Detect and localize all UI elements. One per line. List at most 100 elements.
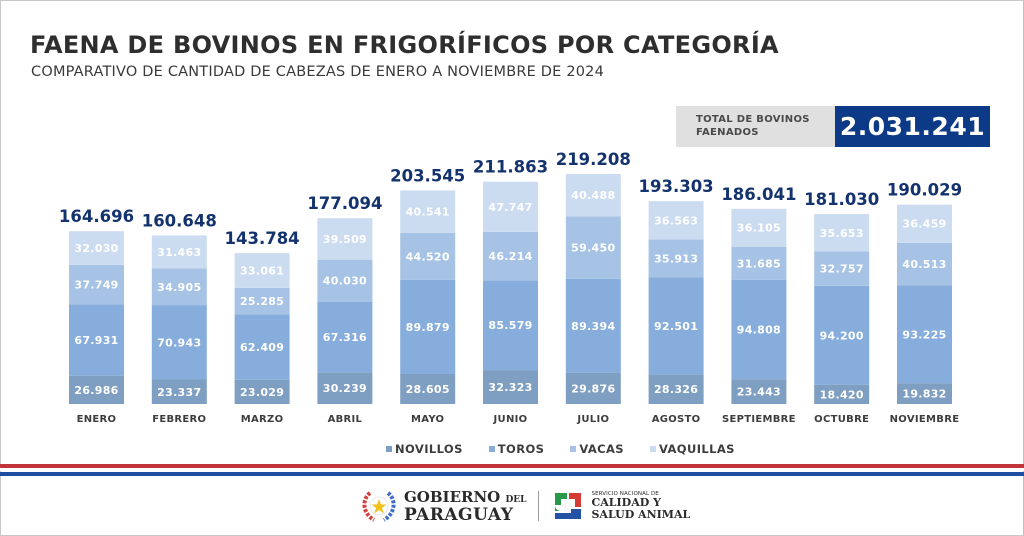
bar-group-enero: 26.986 67.931 37.749 32.030 164.696 ENERO — [59, 207, 134, 425]
segment-value-label-vacas: 59.450 — [571, 242, 615, 255]
segment-value-label-vacas: 31.685 — [737, 257, 781, 270]
segment-value-label-vacas: 46.214 — [488, 250, 532, 263]
legend-item-vacas: VACAS — [570, 442, 624, 456]
flag-stripe-white — [0, 468, 1024, 471]
segment-value-label-vacas: 40.030 — [323, 275, 367, 288]
segment-value-label-vaquillas: 40.488 — [571, 189, 615, 202]
bar-segment-novillos — [565, 372, 621, 404]
bar-group-febrero: 23.337 70.943 34.905 31.463 160.648 FEBRERO — [142, 211, 217, 425]
bar-segment-vacas — [151, 268, 207, 306]
bar-segment-novillos — [731, 379, 787, 404]
segment-value-label-toros: 67.316 — [323, 331, 367, 344]
legend-label-toros: TOROS — [497, 442, 545, 456]
bar-group-septiembre: 23.443 94.808 31.685 36.105 186.041 SEPTIEMBR… — [721, 185, 796, 425]
segment-value-label-vaquillas: 32.030 — [74, 242, 118, 255]
total-value-label: 160.648 — [142, 211, 217, 230]
x-tick-label: AGOSTO — [652, 414, 701, 425]
bar-segment-vaquillas — [483, 181, 538, 232]
segment-value-label-vaquillas: 33.061 — [240, 264, 284, 277]
page-subtitle: COMPARATIVO DE CANTIDAD DE CABEZAS DE EN… — [31, 64, 605, 80]
bar-group-agosto: 28.326 92.501 35.913 36.563 193.303 AGOSTO — [639, 177, 714, 425]
x-tick-label: OCTUBRE — [814, 414, 869, 425]
bar-segment-toros — [483, 280, 538, 371]
legend-swatch-novillos — [386, 446, 392, 452]
segment-value-label-novillos: 23.443 — [737, 386, 781, 399]
segment-value-label-novillos: 32.323 — [488, 381, 532, 394]
total-summary: TOTAL DE BOVINOS FAENADOS 2.031.241 — [676, 106, 990, 147]
x-tick-label: NOVIEMBRE — [890, 414, 960, 425]
total-label-line1: TOTAL DE BOVINOS — [696, 114, 810, 125]
segment-value-label-novillos: 18.420 — [820, 388, 864, 401]
senacsa-line3: SALUD ANIMAL — [591, 508, 691, 521]
bar-segment-vacas — [648, 239, 704, 278]
bar-segment-vacas — [69, 264, 124, 305]
bar-group-julio: 29.876 89.394 59.450 40.488 219.208 JULIO — [556, 150, 631, 425]
total-value-label: 164.696 — [59, 207, 134, 226]
senacsa-logo-text: SERVICIO NACIONAL DE CALIDAD Y SALUD ANI… — [591, 491, 690, 521]
x-tick-label: JULIO — [576, 414, 609, 425]
senacsa-logo-icon — [555, 493, 582, 519]
chart-legend: NOVILLOS TOROS VACAS VAQUILLAS — [386, 442, 761, 456]
segment-value-label-toros: 93.225 — [902, 328, 946, 341]
bar-segment-novillos — [151, 379, 207, 404]
segment-value-label-novillos: 23.029 — [240, 386, 284, 399]
legend-item-novillos: NOVILLOS — [386, 442, 463, 456]
bar-segment-novillos — [483, 370, 538, 404]
total-label: TOTAL DE BOVINOS FAENADOS — [676, 106, 835, 147]
bar-segment-vaquillas — [69, 231, 124, 265]
legend-swatch-vaquillas — [649, 446, 656, 452]
senacsa-line2: CALIDAD Y — [591, 496, 661, 509]
bar-segment-vacas — [483, 231, 538, 281]
bar-segment-toros — [648, 277, 704, 375]
total-label-line2: FAENADOS — [696, 127, 759, 138]
segment-value-label-vacas: 34.905 — [157, 281, 201, 294]
segment-value-label-vaquillas: 47.747 — [488, 201, 532, 214]
total-value-label: 181.030 — [804, 190, 879, 209]
bar-segment-toros — [731, 279, 787, 380]
legend-item-toros: TOROS — [488, 442, 545, 456]
segment-value-label-toros: 92.501 — [654, 320, 698, 333]
segment-value-label-vaquillas: 40.541 — [406, 206, 450, 219]
bar-segment-novillos — [897, 383, 952, 404]
total-value-label: 177.094 — [307, 194, 382, 213]
bar-segment-vaquillas — [565, 174, 621, 217]
bar-segment-toros — [69, 304, 124, 376]
legend-label-vaquillas: VAQUILLAS — [658, 442, 735, 456]
bar-segment-novillos — [69, 375, 124, 404]
segment-value-label-vaquillas: 31.463 — [157, 246, 201, 259]
bar-segment-novillos — [648, 374, 704, 404]
bar-segment-vacas — [814, 251, 870, 286]
x-tick-label: MARZO — [241, 414, 284, 425]
legend-item-vaquillas: VAQUILLAS — [649, 442, 735, 456]
segment-value-label-toros: 89.394 — [571, 320, 615, 333]
segment-value-label-toros: 85.579 — [488, 319, 532, 332]
x-tick-label: SEPTIEMBRE — [722, 414, 796, 425]
bar-segment-vaquillas — [400, 190, 456, 233]
segment-value-label-novillos: 23.337 — [157, 386, 201, 399]
bar-segment-vaquillas — [731, 208, 787, 247]
segment-value-label-toros: 94.200 — [820, 329, 864, 342]
bar-group-mayo: 28.605 89.879 44.520 40.541 203.545 MAYO — [390, 166, 465, 425]
bar-segment-vaquillas — [648, 201, 704, 240]
bar-group-octubre: 18.420 94.200 32.757 35.653 181.030 OCTUBRE — [804, 190, 879, 425]
bar-segment-vaquillas — [814, 214, 870, 252]
bar-segment-vacas — [897, 242, 952, 286]
total-value-label: 143.784 — [225, 229, 300, 248]
bar-segment-vacas — [400, 232, 456, 280]
bar-segment-toros — [814, 285, 870, 385]
page-title: FAENA DE BOVINOS EN FRIGORÍFICOS POR CAT… — [30, 31, 779, 59]
bar-segment-vaquillas — [897, 204, 952, 243]
total-value: 2.031.241 — [835, 106, 990, 147]
segment-value-label-vacas: 44.520 — [406, 250, 450, 263]
segment-value-label-novillos: 28.605 — [406, 383, 450, 396]
segment-value-label-vacas: 25.285 — [240, 295, 284, 308]
bar-group-junio: 32.323 85.579 46.214 47.747 211.863 JUNIO — [473, 158, 548, 425]
bar-segment-novillos — [234, 379, 290, 404]
legend-swatch-vacas — [570, 446, 577, 452]
total-value-label: 203.545 — [390, 166, 465, 185]
legend-label-vacas: VACAS — [579, 442, 624, 456]
segment-value-label-novillos: 26.986 — [74, 384, 118, 397]
total-value-label: 193.303 — [639, 177, 714, 196]
x-tick-label: JUNIO — [493, 414, 528, 425]
bar-segment-toros — [565, 278, 621, 373]
